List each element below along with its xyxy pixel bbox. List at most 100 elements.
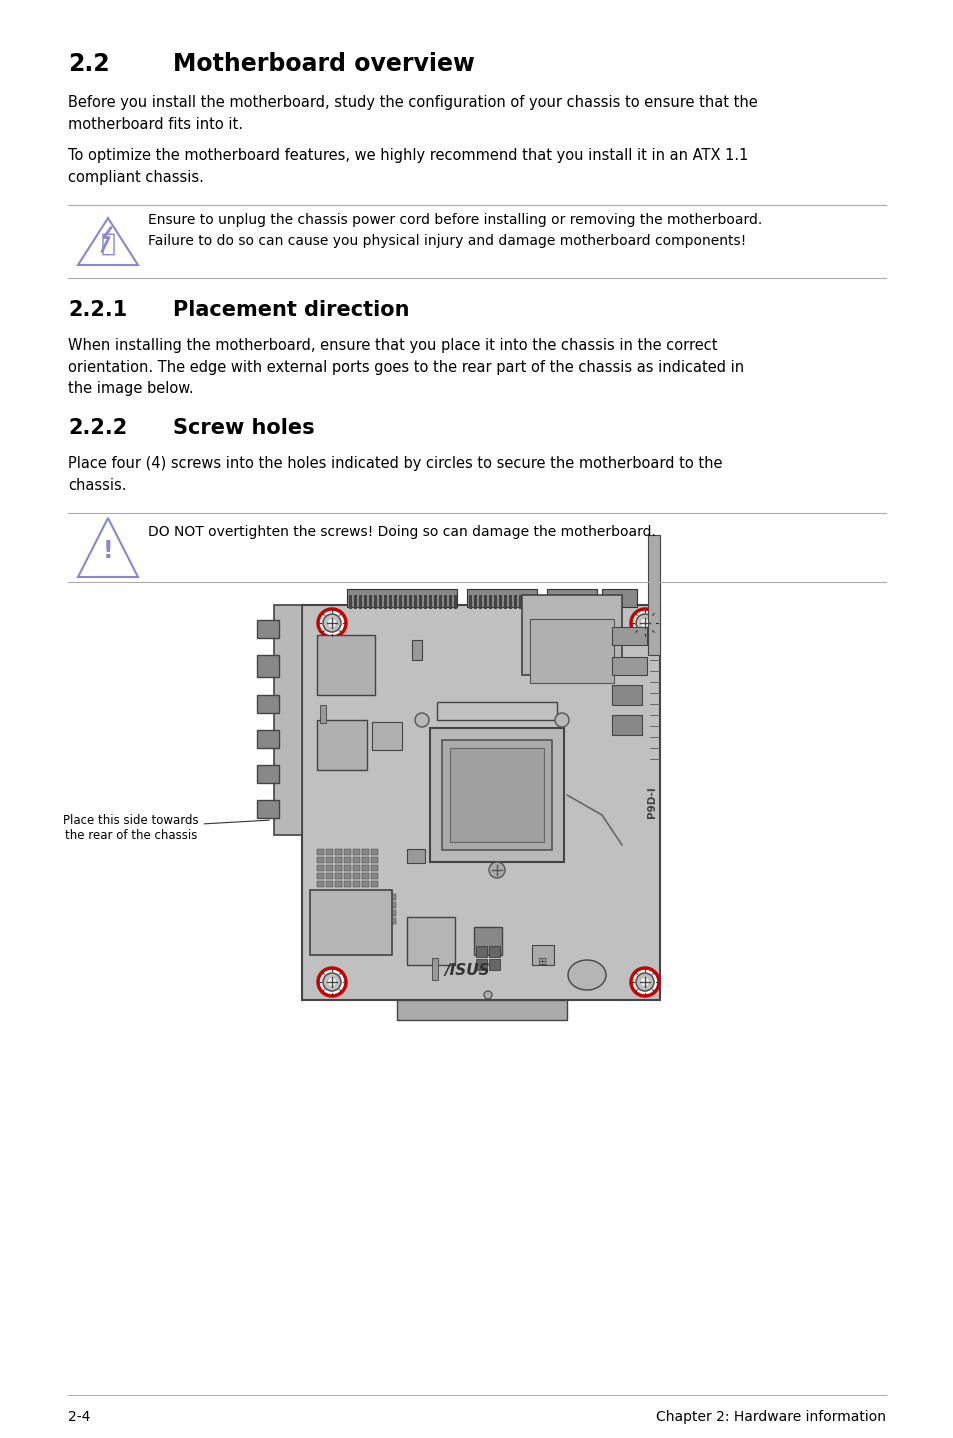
Bar xyxy=(394,595,396,610)
Text: Place four (4) screws into the holes indicated by circles to secure the motherbo: Place four (4) screws into the holes ind… xyxy=(68,456,721,493)
Bar xyxy=(316,902,324,907)
Circle shape xyxy=(640,978,648,986)
Circle shape xyxy=(415,713,429,728)
Bar xyxy=(335,902,341,907)
Bar xyxy=(409,595,412,610)
Circle shape xyxy=(640,618,648,627)
Bar xyxy=(548,595,552,610)
Text: 2.2.2: 2.2.2 xyxy=(68,418,127,439)
Circle shape xyxy=(328,618,335,627)
Bar xyxy=(256,695,278,713)
Bar xyxy=(503,595,506,610)
Bar xyxy=(578,595,581,610)
Bar xyxy=(529,595,532,610)
Bar xyxy=(407,848,424,863)
Bar xyxy=(310,890,392,955)
Text: Chapter 2: Hardware information: Chapter 2: Hardware information xyxy=(656,1411,885,1424)
Bar xyxy=(494,595,497,610)
Circle shape xyxy=(323,974,340,991)
Circle shape xyxy=(483,991,492,999)
Bar xyxy=(326,902,333,907)
Bar xyxy=(371,881,377,887)
Text: Screw holes: Screw holes xyxy=(172,418,314,439)
Bar xyxy=(361,881,369,887)
Bar xyxy=(353,894,359,900)
Text: DO NOT overtighten the screws! Doing so can damage the motherboard.: DO NOT overtighten the screws! Doing so … xyxy=(148,525,656,539)
Bar xyxy=(335,917,341,925)
Bar xyxy=(378,595,381,610)
Text: Placement direction: Placement direction xyxy=(172,301,409,321)
Bar xyxy=(554,595,557,610)
Bar xyxy=(612,627,646,646)
Bar xyxy=(364,595,367,610)
Bar xyxy=(316,720,367,769)
Bar xyxy=(274,605,302,835)
Text: Place this side towards
the rear of the chassis: Place this side towards the rear of the … xyxy=(63,814,269,843)
Bar xyxy=(344,848,351,856)
Bar xyxy=(532,945,554,965)
Bar xyxy=(374,595,376,610)
Bar xyxy=(344,894,351,900)
Bar xyxy=(353,866,359,871)
Bar xyxy=(530,618,614,683)
Bar xyxy=(521,595,621,674)
Bar xyxy=(344,873,351,879)
Bar xyxy=(489,595,492,610)
Bar xyxy=(436,702,557,720)
Bar xyxy=(498,595,501,610)
Bar xyxy=(371,917,377,925)
Bar xyxy=(256,620,278,638)
Circle shape xyxy=(636,974,654,991)
Text: !: ! xyxy=(103,539,113,564)
Bar xyxy=(379,910,387,916)
Bar xyxy=(389,910,395,916)
Bar xyxy=(353,857,359,863)
Bar xyxy=(574,595,577,610)
Circle shape xyxy=(489,861,504,879)
Bar xyxy=(371,866,377,871)
Bar xyxy=(449,595,452,610)
Bar xyxy=(361,866,369,871)
Bar xyxy=(583,595,586,610)
Bar xyxy=(434,595,436,610)
Bar xyxy=(594,595,597,610)
Bar xyxy=(316,636,375,695)
Bar xyxy=(353,873,359,879)
Text: P9D-I: P9D-I xyxy=(646,787,657,818)
Bar xyxy=(347,590,456,607)
Bar xyxy=(432,958,437,981)
Bar xyxy=(371,902,377,907)
Ellipse shape xyxy=(567,961,605,989)
Text: Before you install the motherboard, study the configuration of your chassis to e: Before you install the motherboard, stud… xyxy=(68,95,757,132)
Circle shape xyxy=(636,614,654,631)
Bar xyxy=(371,857,377,863)
Bar xyxy=(469,595,472,610)
Bar xyxy=(389,595,392,610)
Bar xyxy=(326,910,333,916)
Bar xyxy=(489,959,499,971)
Bar xyxy=(389,894,395,900)
Bar xyxy=(361,873,369,879)
Bar xyxy=(558,595,561,610)
Bar xyxy=(523,595,526,610)
Bar xyxy=(398,595,401,610)
Bar xyxy=(256,765,278,784)
Bar xyxy=(316,910,324,916)
Text: 2.2: 2.2 xyxy=(68,52,110,76)
Bar xyxy=(384,595,387,610)
Bar xyxy=(443,595,447,610)
Bar xyxy=(371,848,377,856)
Text: 2.2.1: 2.2.1 xyxy=(68,301,127,321)
Bar xyxy=(326,848,333,856)
Bar xyxy=(344,866,351,871)
Bar xyxy=(361,902,369,907)
Text: /ISUS: /ISUS xyxy=(444,962,489,978)
Bar xyxy=(601,590,637,607)
Bar xyxy=(353,848,359,856)
Bar xyxy=(441,741,552,850)
Bar xyxy=(316,866,324,871)
Bar xyxy=(326,857,333,863)
Bar xyxy=(514,595,517,610)
Bar xyxy=(407,917,455,965)
Bar xyxy=(476,959,486,971)
